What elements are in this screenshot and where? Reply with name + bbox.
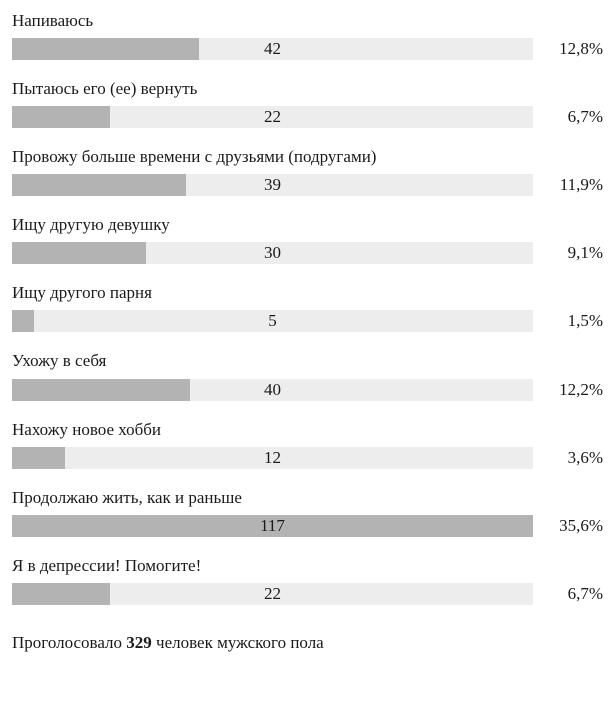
poll-percent: 6,7% <box>533 584 603 604</box>
poll-bar-track: 12 <box>12 447 533 469</box>
poll-count: 42 <box>264 39 281 59</box>
poll-bar-track: 22 <box>12 583 533 605</box>
poll-item: Я в депрессии! Помогите! 22 6,7% <box>12 555 603 605</box>
poll-bar-track: 22 <box>12 106 533 128</box>
poll-bar-row: 5 1,5% <box>12 310 603 332</box>
poll-item: Ухожу в себя 40 12,2% <box>12 350 603 400</box>
poll-bar-track: 30 <box>12 242 533 264</box>
poll-bar-row: 22 6,7% <box>12 106 603 128</box>
poll-chart: Напиваюсь 42 12,8% Пытаюсь его (ее) вернуть… <box>12 10 603 605</box>
poll-bar-row: 39 11,9% <box>12 174 603 196</box>
poll-percent: 11,9% <box>533 175 603 195</box>
poll-item: Ищу другого парня 5 1,5% <box>12 282 603 332</box>
footer-suffix: человек мужского пола <box>152 633 324 652</box>
footer-total: 329 <box>126 633 152 652</box>
poll-label: Провожу больше времени с друзьями (подру… <box>12 146 603 168</box>
poll-percent: 35,6% <box>533 516 603 536</box>
poll-bar-fill <box>12 379 190 401</box>
poll-bar-fill <box>12 583 110 605</box>
poll-label: Ищу другую девушку <box>12 214 603 236</box>
poll-item: Ищу другую девушку 30 9,1% <box>12 214 603 264</box>
poll-bar-track: 39 <box>12 174 533 196</box>
poll-bar-fill <box>12 447 65 469</box>
poll-label: Продолжаю жить, как и раньше <box>12 487 603 509</box>
poll-count: 22 <box>264 584 281 604</box>
poll-item: Продолжаю жить, как и раньше 117 35,6% <box>12 487 603 537</box>
poll-bar-track: 5 <box>12 310 533 332</box>
poll-bar-row: 40 12,2% <box>12 379 603 401</box>
poll-count: 30 <box>264 243 281 263</box>
poll-label: Ищу другого парня <box>12 282 603 304</box>
poll-label: Я в депрессии! Помогите! <box>12 555 603 577</box>
poll-item: Напиваюсь 42 12,8% <box>12 10 603 60</box>
poll-bar-track: 40 <box>12 379 533 401</box>
poll-label: Пытаюсь его (ее) вернуть <box>12 78 603 100</box>
poll-percent: 12,2% <box>533 380 603 400</box>
poll-label: Ухожу в себя <box>12 350 603 372</box>
poll-item: Провожу больше времени с друзьями (подру… <box>12 146 603 196</box>
poll-bar-row: 30 9,1% <box>12 242 603 264</box>
poll-bar-row: 42 12,8% <box>12 38 603 60</box>
footer-prefix: Проголосовало <box>12 633 126 652</box>
poll-percent: 1,5% <box>533 311 603 331</box>
poll-bar-fill <box>12 310 34 332</box>
poll-count: 117 <box>260 516 285 536</box>
poll-percent: 12,8% <box>533 39 603 59</box>
poll-bar-row: 22 6,7% <box>12 583 603 605</box>
poll-label: Напиваюсь <box>12 10 603 32</box>
poll-label: Нахожу новое хобби <box>12 419 603 441</box>
poll-count: 12 <box>264 448 281 468</box>
poll-bar-track: 117 <box>12 515 533 537</box>
poll-bar-row: 12 3,6% <box>12 447 603 469</box>
poll-bar-fill <box>12 106 110 128</box>
poll-bar-fill <box>12 242 146 264</box>
poll-item: Нахожу новое хобби 12 3,6% <box>12 419 603 469</box>
poll-percent: 9,1% <box>533 243 603 263</box>
poll-footer: Проголосовало 329 человек мужского пола <box>12 633 603 653</box>
poll-percent: 3,6% <box>533 448 603 468</box>
poll-bar-track: 42 <box>12 38 533 60</box>
poll-item: Пытаюсь его (ее) вернуть 22 6,7% <box>12 78 603 128</box>
poll-bar-fill <box>12 174 186 196</box>
poll-bar-row: 117 35,6% <box>12 515 603 537</box>
poll-bar-fill <box>12 38 199 60</box>
poll-count: 5 <box>268 311 277 331</box>
poll-count: 39 <box>264 175 281 195</box>
poll-percent: 6,7% <box>533 107 603 127</box>
poll-count: 22 <box>264 107 281 127</box>
poll-count: 40 <box>264 380 281 400</box>
